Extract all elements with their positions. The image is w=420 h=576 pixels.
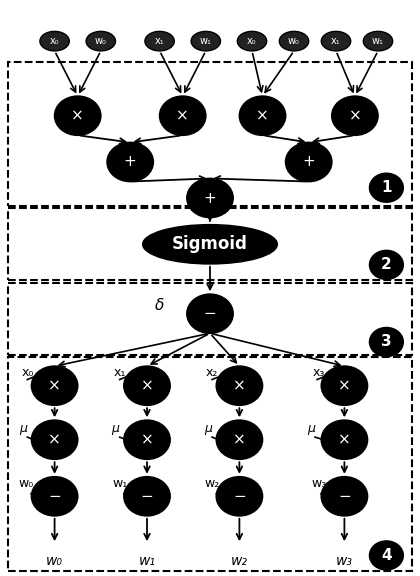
Text: ×: × bbox=[71, 108, 84, 123]
Ellipse shape bbox=[279, 31, 309, 51]
Text: ×: × bbox=[176, 108, 189, 123]
Ellipse shape bbox=[286, 142, 332, 181]
Text: w₀: w₀ bbox=[19, 477, 34, 490]
Text: x₂: x₂ bbox=[206, 366, 218, 380]
Ellipse shape bbox=[370, 328, 403, 357]
Ellipse shape bbox=[216, 477, 262, 516]
Text: x₀: x₀ bbox=[21, 366, 34, 380]
Ellipse shape bbox=[239, 96, 286, 135]
Text: w₁: w₁ bbox=[200, 36, 212, 46]
Ellipse shape bbox=[40, 31, 69, 51]
Text: δ: δ bbox=[155, 298, 164, 313]
Ellipse shape bbox=[191, 31, 220, 51]
Text: w₁: w₁ bbox=[139, 554, 155, 567]
Text: w₃: w₃ bbox=[336, 554, 353, 567]
Text: ×: × bbox=[256, 108, 269, 123]
Text: ×: × bbox=[233, 378, 246, 393]
Text: 4: 4 bbox=[381, 548, 392, 563]
Ellipse shape bbox=[321, 366, 368, 406]
Text: w₂: w₂ bbox=[231, 554, 248, 567]
Ellipse shape bbox=[86, 31, 116, 51]
Text: 3: 3 bbox=[381, 335, 392, 350]
Text: x₃: x₃ bbox=[313, 366, 326, 380]
Text: 2: 2 bbox=[381, 257, 392, 272]
Text: w₀: w₀ bbox=[46, 554, 63, 567]
Text: ×: × bbox=[48, 432, 61, 447]
Ellipse shape bbox=[363, 31, 393, 51]
Text: −: − bbox=[204, 306, 216, 321]
Ellipse shape bbox=[160, 96, 206, 135]
Text: ×: × bbox=[338, 432, 351, 447]
Text: +: + bbox=[124, 154, 136, 169]
Text: ×: × bbox=[349, 108, 361, 123]
Text: w₀: w₀ bbox=[288, 36, 300, 46]
Ellipse shape bbox=[143, 225, 277, 264]
Ellipse shape bbox=[145, 31, 174, 51]
Ellipse shape bbox=[187, 294, 233, 334]
Text: μ: μ bbox=[111, 422, 120, 435]
Text: 1: 1 bbox=[381, 180, 391, 195]
Text: μ: μ bbox=[307, 422, 315, 435]
Ellipse shape bbox=[32, 366, 78, 406]
Text: ×: × bbox=[141, 432, 153, 447]
Ellipse shape bbox=[32, 477, 78, 516]
Text: ×: × bbox=[338, 378, 351, 393]
Text: w₀: w₀ bbox=[95, 36, 107, 46]
Ellipse shape bbox=[216, 366, 262, 406]
Ellipse shape bbox=[370, 173, 403, 202]
Ellipse shape bbox=[187, 179, 233, 218]
Text: w₁: w₁ bbox=[372, 36, 384, 46]
Ellipse shape bbox=[124, 477, 170, 516]
Text: w₁: w₁ bbox=[112, 477, 127, 490]
Text: x₁: x₁ bbox=[331, 36, 341, 46]
Text: +: + bbox=[302, 154, 315, 169]
Text: Sigmoid: Sigmoid bbox=[172, 235, 248, 253]
Ellipse shape bbox=[321, 477, 368, 516]
Ellipse shape bbox=[237, 31, 267, 51]
Text: −: − bbox=[48, 489, 61, 504]
Ellipse shape bbox=[370, 251, 403, 279]
Text: −: − bbox=[233, 489, 246, 504]
Text: x₀: x₀ bbox=[247, 36, 257, 46]
Text: −: − bbox=[141, 489, 153, 504]
Ellipse shape bbox=[55, 96, 101, 135]
Text: +: + bbox=[204, 191, 216, 206]
Ellipse shape bbox=[124, 366, 170, 406]
Ellipse shape bbox=[124, 420, 170, 459]
Ellipse shape bbox=[107, 142, 153, 181]
Text: −: − bbox=[338, 489, 351, 504]
Text: μ: μ bbox=[19, 422, 27, 435]
Text: x₁: x₁ bbox=[155, 36, 164, 46]
Text: ×: × bbox=[233, 432, 246, 447]
Ellipse shape bbox=[370, 541, 403, 570]
Text: x₁: x₁ bbox=[113, 366, 126, 380]
Text: ×: × bbox=[141, 378, 153, 393]
Text: x₀: x₀ bbox=[50, 36, 59, 46]
Text: w₂: w₂ bbox=[205, 477, 220, 490]
Ellipse shape bbox=[216, 420, 262, 459]
Ellipse shape bbox=[332, 96, 378, 135]
Ellipse shape bbox=[321, 420, 368, 459]
Text: w₃: w₃ bbox=[312, 477, 327, 490]
Ellipse shape bbox=[321, 31, 351, 51]
Ellipse shape bbox=[32, 420, 78, 459]
Text: ×: × bbox=[48, 378, 61, 393]
Text: μ: μ bbox=[204, 422, 212, 435]
